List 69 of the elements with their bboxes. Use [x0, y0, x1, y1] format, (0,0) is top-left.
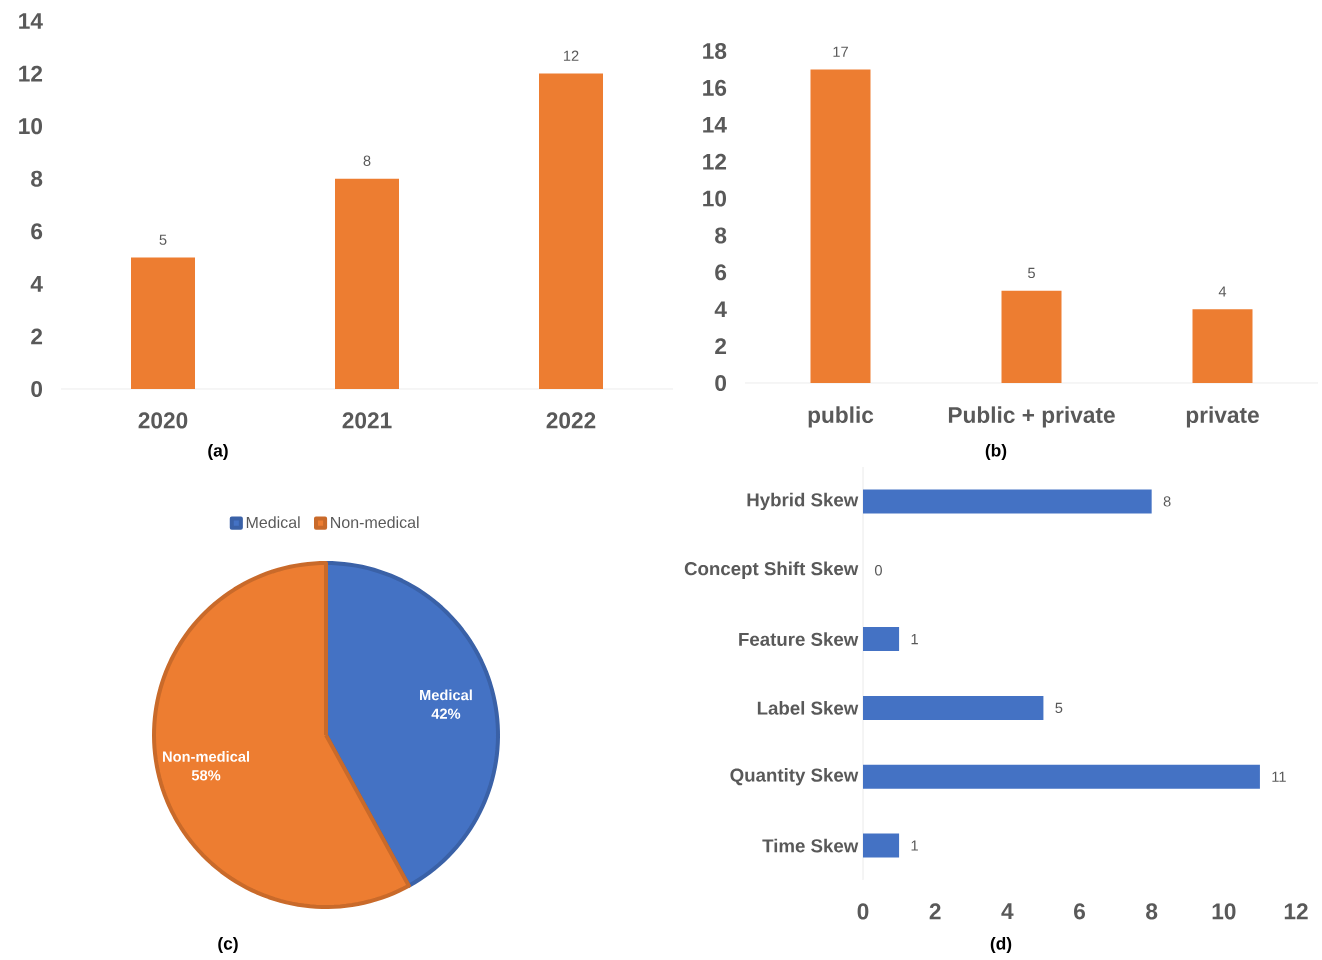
x-tick-label: 6: [1074, 903, 1085, 920]
text: (a): [208, 443, 228, 461]
data-label: 12: [563, 50, 579, 61]
y-tick-label: 4: [30, 276, 43, 292]
x-tick-label: 2021: [342, 412, 392, 429]
text: (d): [990, 936, 1012, 954]
data-label: 1: [911, 840, 918, 851]
y-tick-label: 18: [703, 42, 727, 60]
bar: [335, 178, 400, 389]
data-label: 58%: [191, 770, 221, 781]
y-tick-label: 12: [19, 65, 43, 82]
text: (b): [985, 443, 1007, 461]
data-label: 11: [1272, 771, 1286, 782]
x-tick-label: 2020: [138, 412, 188, 429]
x-tick-label: 4: [1001, 903, 1014, 919]
bar: [539, 73, 604, 389]
bar: [863, 833, 900, 858]
bar: [863, 764, 1260, 789]
data-label: 8: [1163, 496, 1171, 507]
y-tick-label: Label Skew: [757, 701, 859, 715]
y-tick-label: 8: [715, 227, 727, 244]
data-label: 8: [363, 155, 371, 166]
data-label: 1: [911, 634, 918, 645]
slice-label: Medical: [420, 689, 472, 701]
y-tick-label: 8: [31, 170, 43, 187]
y-tick-label: 12: [703, 153, 727, 170]
y-tick-label: Quantity Skew: [730, 768, 859, 786]
y-tick-label: Feature Skew: [739, 632, 859, 646]
y-tick-label: 10: [703, 190, 727, 207]
y-tick-label: 16: [703, 79, 727, 96]
y-tick-label: Concept Shift Skew: [684, 561, 859, 579]
text: (c): [218, 936, 238, 954]
y-tick-label: 2: [31, 328, 43, 345]
data-label: 5: [1055, 702, 1063, 714]
slice-label: Non-medical: [163, 751, 250, 762]
y-tick-label: Time Skew: [762, 838, 859, 853]
bar: [131, 257, 195, 389]
bar: [810, 69, 871, 383]
x-tick-label: 8: [1146, 903, 1158, 920]
y-tick-label: 2: [715, 338, 727, 355]
data-label: 17: [833, 46, 848, 57]
y-tick-label: 10: [19, 118, 43, 135]
data-label: 4: [1218, 286, 1227, 297]
x-tick-label: 10: [1212, 903, 1236, 920]
bar: [863, 627, 900, 652]
y-tick-label: 0: [715, 374, 727, 392]
data-label: 0: [874, 565, 882, 576]
data-label: 42%: [431, 708, 461, 719]
y-tick-label: 0: [31, 380, 43, 398]
bar: [863, 489, 1152, 514]
legend-label: Medical: [246, 516, 300, 529]
y-tick-label: 6: [31, 223, 43, 240]
y-tick-label: 6: [715, 264, 727, 281]
x-tick-label: Public + private: [948, 406, 1115, 428]
bar: [1192, 309, 1253, 383]
y-tick-label: 14: [19, 13, 43, 29]
x-tick-label: 12: [1284, 903, 1308, 920]
y-tick-label: Hybrid Skew: [747, 492, 859, 511]
y-tick-label: 14: [703, 116, 727, 133]
data-label: 5: [159, 234, 167, 245]
x-tick-label: 2: [929, 903, 941, 920]
bar: [1001, 290, 1062, 383]
x-tick-label: private: [1186, 406, 1259, 428]
x-tick-label: 2022: [546, 412, 596, 429]
legend-label: Non-medical: [331, 516, 419, 529]
y-tick-label: 4: [714, 301, 727, 318]
data-label: 5: [1028, 267, 1035, 279]
bar: [863, 695, 1044, 720]
x-tick-label: public: [808, 406, 874, 428]
